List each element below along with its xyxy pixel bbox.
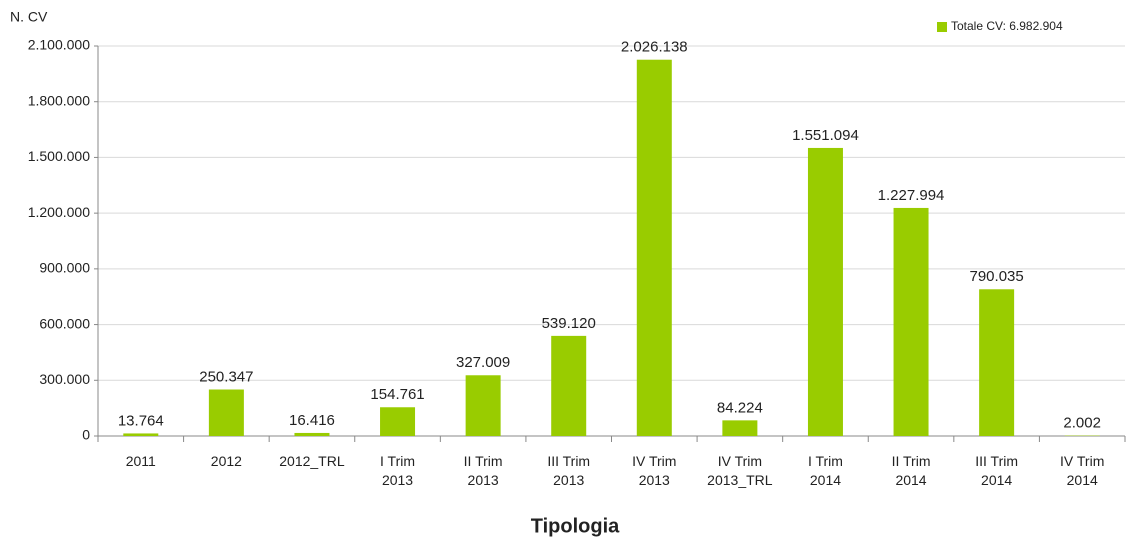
legend-label: Totale CV: 6.982.904 xyxy=(951,19,1063,33)
value-label: 154.761 xyxy=(370,386,424,403)
value-label: 327.009 xyxy=(456,354,510,371)
bar xyxy=(636,59,672,437)
value-label: 84.224 xyxy=(717,399,763,416)
x-tick-label: 2012 xyxy=(211,453,242,469)
x-tick-label: IV Trim 2014 xyxy=(1060,453,1104,488)
value-label: 13.764 xyxy=(118,412,164,429)
x-tick-label: I Trim 2014 xyxy=(808,453,843,488)
bar xyxy=(294,432,330,436)
y-tick-label: 1.200.000 xyxy=(28,204,90,220)
x-axis-title: Tipologia xyxy=(531,515,620,537)
y-tick-label: 1.800.000 xyxy=(28,92,90,108)
value-label: 539.120 xyxy=(542,315,596,332)
y-tick-label: 2.100.000 xyxy=(28,37,90,53)
value-label: 1.227.994 xyxy=(878,187,945,204)
x-tick-label: II Trim 2013 xyxy=(464,453,503,488)
y-tick-label: 0 xyxy=(82,427,90,443)
value-label: 1.551.094 xyxy=(792,127,859,144)
value-label: 2.002 xyxy=(1063,415,1101,432)
y-tick-label: 900.000 xyxy=(39,260,90,276)
bar xyxy=(551,335,587,436)
value-label: 2.026.138 xyxy=(621,39,688,56)
x-tick-label: 2012_TRL xyxy=(279,453,345,469)
x-tick-label: I Trim 2013 xyxy=(380,453,415,488)
value-label: 16.416 xyxy=(289,412,335,429)
legend-swatch xyxy=(937,22,947,32)
x-tick-label: III Trim 2013 xyxy=(547,453,590,488)
bar xyxy=(123,433,159,436)
y-tick-label: 600.000 xyxy=(39,315,90,331)
y-tick-label: 1.500.000 xyxy=(28,148,90,164)
bar xyxy=(807,147,843,436)
bar xyxy=(208,389,244,436)
bar xyxy=(979,289,1015,436)
x-tick-label: IV Trim 2013 xyxy=(632,453,676,488)
x-tick-label: IV Trim 2013_TRL xyxy=(707,453,773,488)
y-axis-title: N. CV xyxy=(10,9,48,25)
bar xyxy=(465,375,501,436)
x-tick-label: II Trim 2014 xyxy=(892,453,931,488)
x-tick-label: III Trim 2014 xyxy=(975,453,1018,488)
x-tick-label: 2011 xyxy=(126,453,156,469)
y-tick-label: 300.000 xyxy=(39,371,90,387)
bar xyxy=(893,207,929,436)
bar xyxy=(722,420,758,436)
value-label: 790.035 xyxy=(970,268,1024,285)
value-label: 250.347 xyxy=(199,368,253,385)
bar xyxy=(380,407,416,436)
